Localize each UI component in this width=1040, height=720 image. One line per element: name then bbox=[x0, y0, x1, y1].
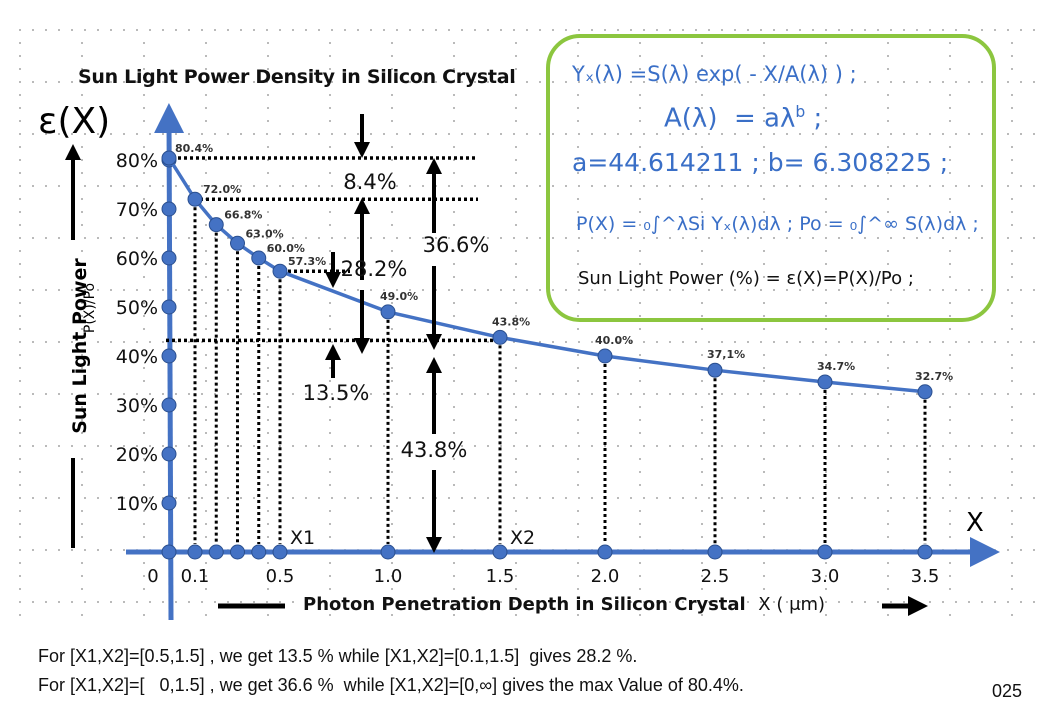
y-axis-symbol: ε(X) bbox=[38, 101, 111, 142]
formula-yx: Yₓ(λ) =S(λ) exp( - X/A(λ) ) ; bbox=[572, 62, 857, 86]
y-tick-label: 60% bbox=[116, 248, 158, 270]
annotation-label: 43.8% bbox=[401, 438, 468, 462]
formula-a-rhs: = aλ bbox=[734, 103, 796, 134]
y-tick-label: 80% bbox=[116, 150, 158, 172]
data-point bbox=[492, 329, 508, 345]
formula-a-exponent: b bbox=[795, 103, 806, 121]
annotation-label: 36.6% bbox=[423, 233, 490, 257]
y-tick-label: 50% bbox=[116, 297, 158, 319]
data-label: 32.7% bbox=[915, 370, 953, 383]
annotation-label: 28.2% bbox=[341, 257, 408, 281]
x-axis-dot bbox=[380, 544, 396, 560]
y-tick-label: 20% bbox=[116, 444, 158, 466]
x-axis-dot bbox=[597, 544, 613, 560]
data-label: 43.8% bbox=[492, 315, 530, 328]
data-label: 66.8% bbox=[224, 209, 262, 222]
x-axis-dot bbox=[817, 544, 833, 560]
data-point bbox=[380, 304, 396, 320]
data-point bbox=[272, 263, 288, 279]
formula-a-lhs: A(λ) bbox=[664, 103, 718, 134]
x-axis-label: Photon Penetration Depth in Silicon Crys… bbox=[303, 594, 825, 615]
x-axis-label-text: Photon Penetration Depth in Silicon Crys… bbox=[303, 594, 746, 615]
formula-sun-light-power: Sun Light Power (%) = ε(X)=P(X)/Po ; bbox=[578, 268, 914, 289]
x-tick-label: 2.5 bbox=[701, 566, 730, 587]
data-label: 60.0% bbox=[267, 242, 305, 255]
y-tick-dot bbox=[161, 250, 177, 266]
data-point bbox=[251, 250, 267, 266]
x-axis-dot bbox=[187, 544, 203, 560]
x-tick-label: 0.5 bbox=[266, 566, 295, 587]
caption-line-2: For [X1,X2]=[ 0,1.5] , we get 36.6 % whi… bbox=[38, 675, 744, 695]
data-label: 40.0% bbox=[595, 334, 633, 347]
y-tick-label: 70% bbox=[116, 199, 158, 221]
data-label: 49.0% bbox=[380, 290, 418, 303]
data-label: 80.4% bbox=[175, 142, 213, 155]
x-axis-symbol: X bbox=[966, 508, 984, 538]
data-point bbox=[597, 348, 613, 364]
y-tick-dot bbox=[161, 299, 177, 315]
annotation-label: 8.4% bbox=[343, 170, 396, 194]
data-label: 37,1% bbox=[707, 348, 745, 361]
y-tick-dot bbox=[161, 348, 177, 364]
x-axis-unit: X ( μm) bbox=[758, 594, 826, 615]
y-tick-label: 30% bbox=[116, 395, 158, 417]
formula-a-lambda: A(λ) = aλb ; bbox=[664, 103, 822, 134]
y-tick-label: 10% bbox=[116, 493, 158, 515]
x-axis-dot bbox=[208, 544, 224, 560]
caption-line-1: For [X1,X2]=[0.5,1.5] , we get 13.5 % wh… bbox=[38, 646, 638, 666]
y-tick-dot bbox=[161, 446, 177, 462]
data-label: 34.7% bbox=[817, 360, 855, 373]
x-axis-dot bbox=[161, 544, 177, 560]
data-point bbox=[208, 217, 224, 233]
x-axis-dot bbox=[272, 544, 288, 560]
x-tick-label: 3.5 bbox=[911, 566, 940, 587]
y-tick-dot bbox=[161, 495, 177, 511]
x-axis-dot bbox=[492, 544, 508, 560]
x-axis-dot bbox=[230, 544, 245, 560]
data-label: 63.0% bbox=[246, 227, 284, 240]
x-marker-label: X2 bbox=[510, 527, 535, 549]
chart-title: Sun Light Power Density in Silicon Cryst… bbox=[78, 66, 516, 88]
x-tick-label: 0.1 bbox=[181, 566, 210, 587]
annotation-label: 13.5% bbox=[303, 381, 370, 405]
formula-box bbox=[546, 34, 996, 322]
data-point bbox=[230, 235, 245, 251]
y-tick-dot bbox=[161, 397, 177, 413]
x-axis-dot bbox=[917, 544, 933, 560]
y-tick-dot bbox=[161, 201, 177, 217]
data-point bbox=[917, 384, 933, 400]
data-point bbox=[817, 374, 833, 390]
x-axis-dot bbox=[707, 544, 723, 560]
data-label: 72.0% bbox=[203, 183, 241, 196]
data-point bbox=[187, 191, 203, 207]
y-tick-label: 40% bbox=[116, 346, 158, 368]
x-tick-label: 2.0 bbox=[591, 566, 620, 587]
x-axis-dot bbox=[251, 544, 267, 560]
formula-a-end: ; bbox=[805, 103, 823, 134]
data-point bbox=[161, 150, 177, 166]
page-number: 025 bbox=[992, 681, 1023, 701]
x-tick-label: 1.0 bbox=[374, 566, 403, 587]
x-tick-label: 0 bbox=[147, 566, 158, 587]
formula-integrals: P(X) = ₀∫^λSi Yₓ(λ)dλ ; Po = ₀∫^∞ S(λ)dλ… bbox=[576, 213, 979, 235]
x-tick-label: 1.5 bbox=[486, 566, 515, 587]
data-point bbox=[707, 362, 723, 378]
x-marker-label: X1 bbox=[290, 527, 315, 549]
data-label: 57.3% bbox=[288, 255, 326, 268]
formula-constants: a=44.614211 ; b= 6.308225 ; bbox=[572, 148, 949, 177]
x-tick-label: 3.0 bbox=[811, 566, 840, 587]
